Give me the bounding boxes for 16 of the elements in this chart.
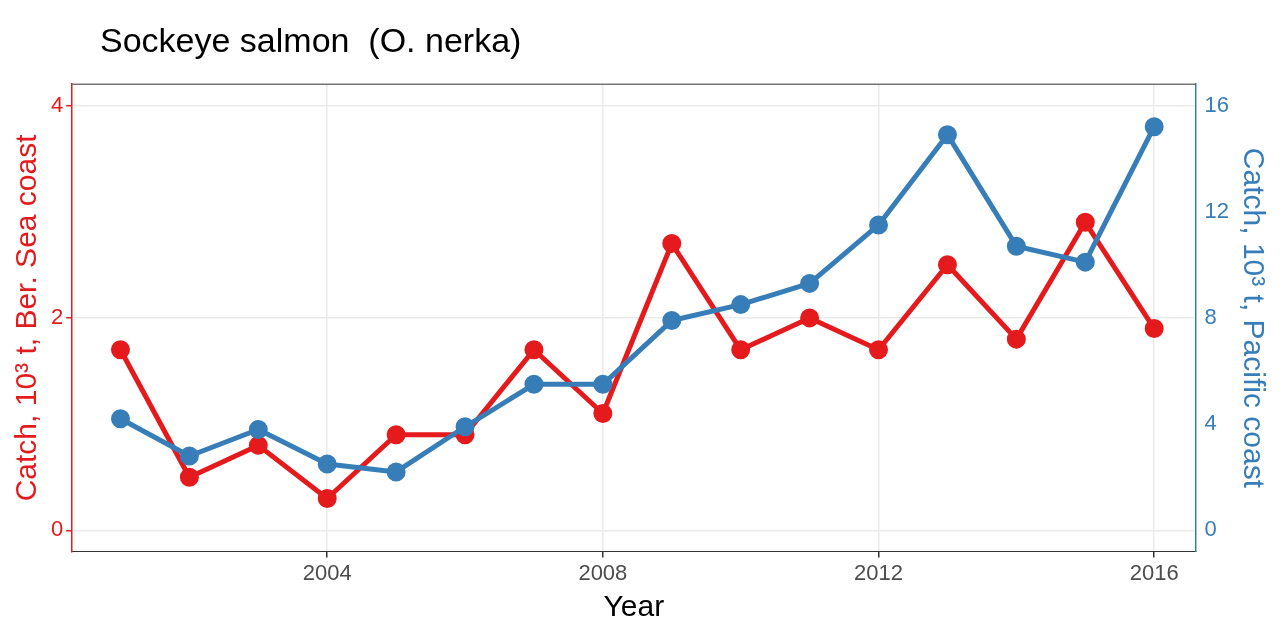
x-tick-label: 2016 <box>1129 559 1179 585</box>
y-tick-label: 0 <box>50 516 64 542</box>
y2-tick-label: 16 <box>1204 91 1230 117</box>
chart-title: Sockeye salmon (O. nerka) <box>99 20 523 61</box>
x-axis-title: Year <box>603 589 665 623</box>
y-tick-label: 4 <box>50 91 64 117</box>
x-tick-label: 2008 <box>578 559 628 585</box>
x-tick-label: 2012 <box>854 559 903 585</box>
y-axis-title: Catch, 10³ t, Ber. Sea coast <box>9 133 43 502</box>
y2-axis-title: Catch, 10³ t, Pacific coast <box>1237 147 1271 489</box>
y2-tick-label: 8 <box>1204 303 1217 329</box>
y2-tick-label: 0 <box>1204 516 1217 542</box>
y2-tick-label: 4 <box>1204 410 1217 436</box>
y-tick-label: 2 <box>50 303 64 329</box>
x-tick-label: 2004 <box>302 559 352 585</box>
y2-tick-label: 12 <box>1204 197 1230 223</box>
